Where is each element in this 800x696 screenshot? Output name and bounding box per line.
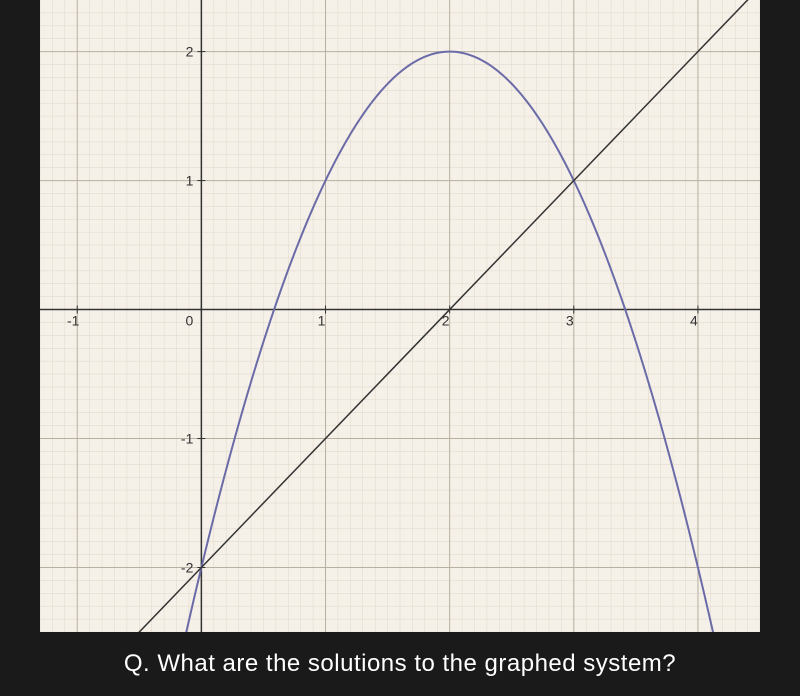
question-bar: Q. What are the solutions to the graphed…: [0, 632, 800, 696]
coordinate-graph: -1 0 1 2 3 4 -2 -1 1 2: [40, 0, 760, 632]
svg-text:2: 2: [186, 44, 194, 60]
graph-panel: -1 0 1 2 3 4 -2 -1 1 2: [40, 0, 760, 632]
svg-text:2: 2: [442, 313, 450, 329]
question-text: Q. What are the solutions to the graphed…: [124, 650, 676, 678]
svg-text:-1: -1: [181, 431, 194, 447]
svg-text:1: 1: [318, 313, 326, 329]
svg-text:3: 3: [566, 313, 574, 329]
svg-text:4: 4: [690, 313, 698, 329]
question-prefix: Q.: [124, 650, 150, 677]
svg-text:0: 0: [185, 313, 193, 329]
question-body: What are the solutions to the graphed sy…: [157, 650, 676, 677]
svg-text:-1: -1: [67, 313, 80, 329]
svg-text:-2: -2: [181, 560, 194, 576]
svg-text:1: 1: [186, 173, 194, 189]
